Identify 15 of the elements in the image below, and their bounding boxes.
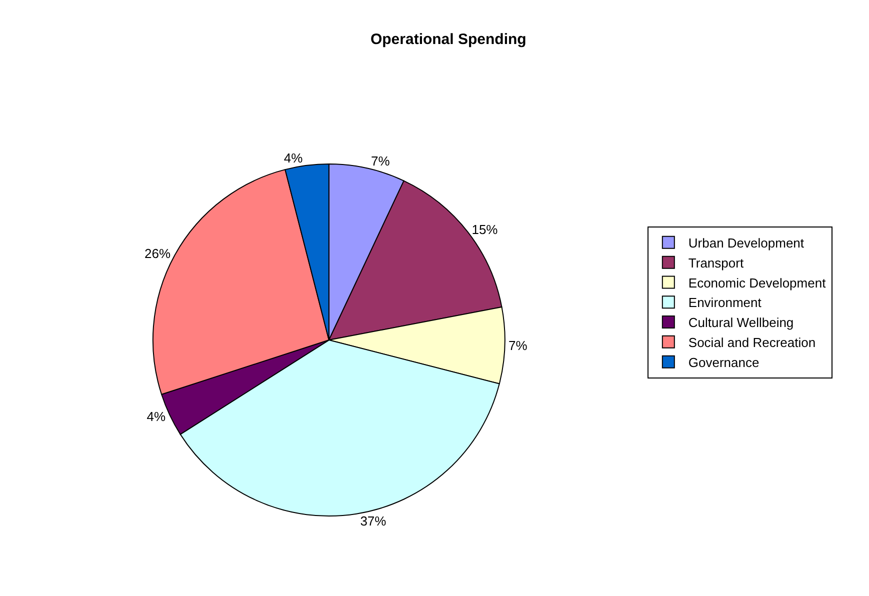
legend-label: Social and Recreation (688, 335, 816, 350)
chart-title: Operational Spending (370, 30, 526, 48)
legend-label: Environment (688, 295, 762, 310)
data-label: 15% (472, 222, 498, 237)
data-label: 7% (508, 338, 528, 354)
legend-label: Economic Development (688, 275, 826, 290)
data-label: 4% (284, 150, 304, 166)
data-label: 26% (144, 246, 171, 261)
data-label: 7% (371, 154, 390, 169)
data-label: 37% (360, 514, 387, 529)
legend-label: Urban Development (688, 236, 804, 250)
legend-label: Transport (688, 255, 744, 270)
legend-label: Cultural Wellbeing (688, 315, 794, 330)
data-label: 4% (146, 408, 166, 424)
legend-label: Governance (688, 354, 760, 370)
